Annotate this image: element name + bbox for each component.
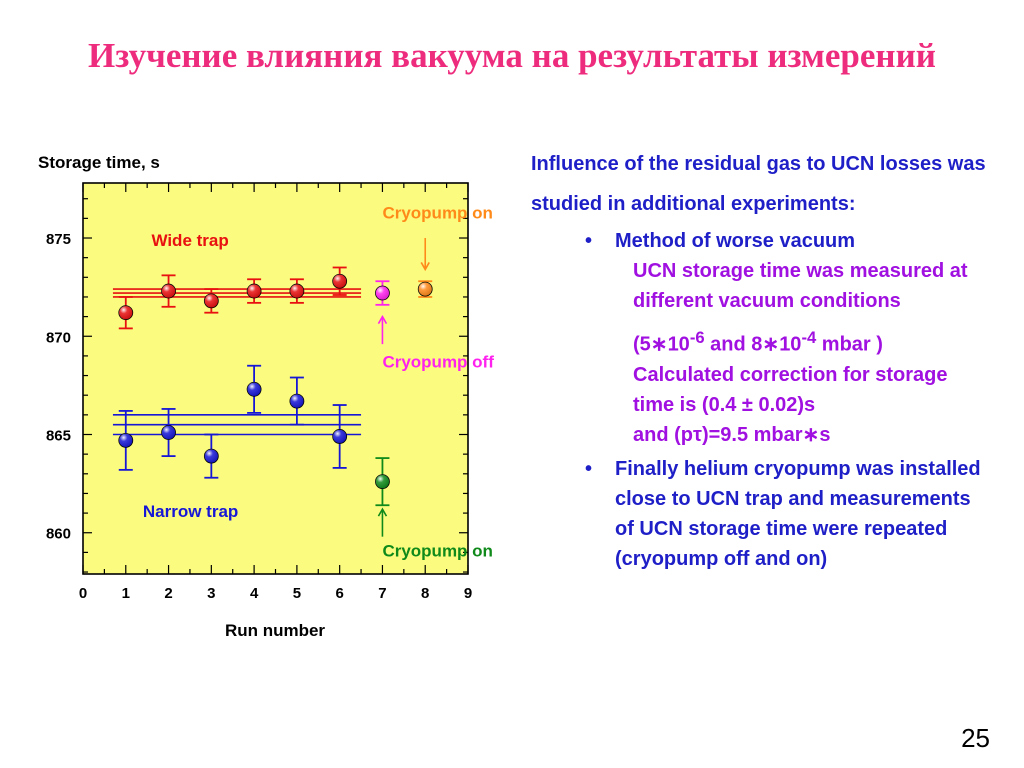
detail-pressure-and: and 8 — [704, 333, 763, 356]
data-point-highlight — [161, 284, 176, 299]
times-symbol: ∗ — [762, 333, 780, 356]
x-tick-label: 3 — [207, 585, 215, 602]
data-point-highlight — [332, 274, 347, 289]
data-point-highlight — [418, 282, 433, 297]
y-tick-label: 875 — [46, 231, 71, 248]
bullet-method-label: Method of worse vacuum — [615, 230, 856, 252]
data-point-highlight — [118, 305, 133, 320]
detail-pressure-open: (5 — [633, 333, 651, 356]
times-symbol: ∗ — [650, 333, 668, 356]
method-details: UCN storage time was measured at differe… — [531, 256, 991, 450]
annotation-label: Cryopump on — [382, 541, 493, 560]
bullet-method: • Method of worse vacuum — [531, 226, 991, 256]
detail-ptau-value: )=9.5 mbar — [701, 423, 803, 446]
data-point-highlight — [332, 429, 347, 444]
slide-title: Изучение влияния вакуума на результаты и… — [88, 36, 936, 75]
x-tick-label: 6 — [335, 585, 343, 602]
x-tick-label: 7 — [378, 585, 386, 602]
intro-text: Influence of the residual gas to UCN los… — [531, 153, 986, 215]
detail-line-2: (5∗10-6 and 8∗10-4 mbar ) — [633, 323, 991, 360]
x-tick-label: 9 — [464, 585, 472, 602]
x-tick-label: 8 — [421, 585, 429, 602]
data-point-highlight — [161, 425, 176, 440]
data-point-highlight — [375, 286, 390, 301]
plot-frame — [82, 182, 469, 575]
arrow-head — [377, 507, 388, 517]
detail-ptau-open: and (p — [633, 423, 693, 446]
x-tick-label: 4 — [250, 585, 259, 602]
bullet-dot: • — [585, 457, 593, 480]
data-point-highlight — [247, 284, 262, 299]
y-tick-label: 860 — [46, 526, 71, 543]
detail-pressure-base-2: 10 — [779, 333, 802, 356]
detail-line-4: and (pτ)=9.5 mbar∗s — [633, 420, 991, 450]
detail-line-3: Calculated correction for storage time i… — [633, 363, 948, 416]
bullet-cryopump-label: Finally helium cryopump was installed cl… — [615, 457, 981, 570]
data-point-highlight — [247, 382, 262, 397]
detail-ptau-unit: s — [819, 423, 831, 446]
x-tick-label: 1 — [122, 585, 130, 602]
x-tick-label: 2 — [164, 585, 172, 602]
y-axis-label: Storage time, s — [38, 153, 160, 172]
data-point-highlight — [375, 474, 390, 489]
data-point-highlight — [118, 433, 133, 448]
x-tick-label: 0 — [79, 585, 87, 602]
detail-pressure-unit: mbar ) — [816, 333, 883, 356]
detail-pressure-base-1: 10 — [667, 333, 690, 356]
annotation-label: Cryopump off — [382, 353, 494, 372]
data-point-highlight — [204, 293, 219, 308]
data-point-highlight — [204, 449, 219, 464]
tau-symbol: τ — [693, 423, 702, 446]
annotation-label: Wide trap — [151, 231, 228, 250]
arrow-head — [377, 314, 388, 325]
data-point-highlight — [289, 284, 304, 299]
detail-pressure-exp-1: -6 — [689, 328, 705, 347]
x-axis-label: Run number — [225, 621, 325, 640]
plot-area — [83, 183, 468, 574]
times-symbol: ∗ — [802, 423, 820, 446]
y-tick-label: 865 — [46, 427, 71, 444]
bullet-dot: • — [585, 230, 593, 252]
data-point-highlight — [289, 394, 304, 409]
detail-line-1: UCN storage time was measured at differe… — [633, 260, 968, 312]
text-panel: Influence of the residual gas to UCN los… — [531, 144, 991, 574]
annotation-label: Cryopump on — [382, 203, 493, 222]
detail-pressure-exp-2: -4 — [801, 328, 817, 347]
arrow-head — [420, 262, 430, 272]
bullet-cryopump: • Finally helium cryopump was installed … — [531, 454, 991, 574]
y-tick-label: 870 — [46, 329, 71, 346]
x-tick-label: 5 — [293, 585, 301, 602]
annotation-label: Narrow trap — [143, 502, 238, 521]
page-number: 25 — [961, 723, 990, 753]
